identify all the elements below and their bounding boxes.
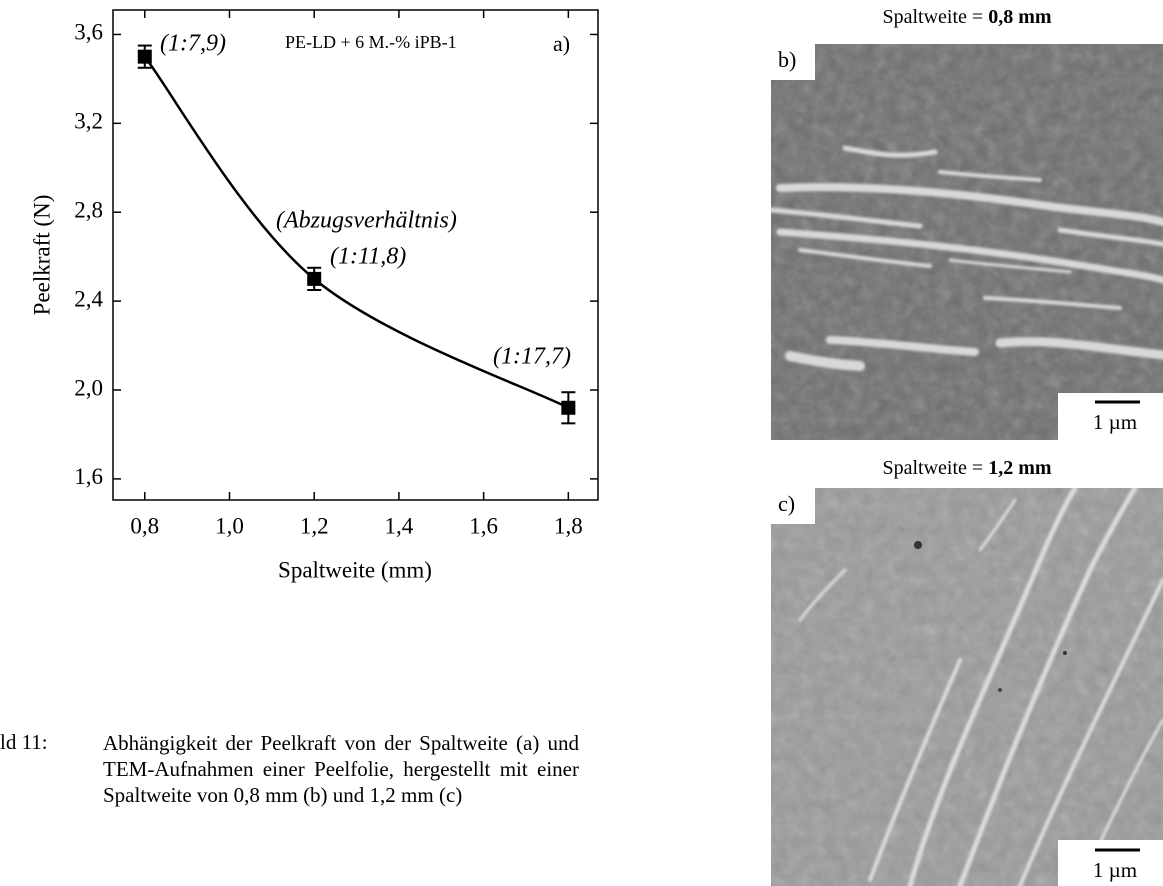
panel-title: Spaltweite = 1,2 mm	[882, 457, 1051, 479]
y-tick-label: 1,6	[74, 464, 103, 489]
panel-title: Spaltweite = 0,8 mm	[882, 6, 1051, 28]
panel-label-box	[771, 488, 815, 524]
annotation: a)	[553, 31, 570, 56]
annotation: PE-LD + 6 M.-% iPB-1	[285, 32, 457, 52]
panel-label: c)	[778, 491, 795, 516]
marker	[137, 49, 152, 64]
caption-number: ld 11:	[0, 730, 48, 754]
scale-label: 1 µm	[1093, 410, 1137, 434]
y-tick-label: 2,0	[74, 375, 103, 400]
y-tick-label: 2,4	[74, 286, 103, 311]
x-tick-label: 1,6	[469, 513, 498, 538]
caption-text: Abhängigkeit der Peelkraft von der Spalt…	[103, 731, 579, 807]
x-tick-label: 1,0	[215, 513, 244, 538]
panel-title-value: 0,8 mm	[988, 6, 1052, 28]
scale-label: 1 µm	[1093, 858, 1137, 882]
x-tick-label: 1,4	[385, 513, 414, 538]
panel-title-text: Spaltweite =	[882, 457, 983, 479]
y-axis-title: Peelkraft (N)	[29, 195, 54, 316]
panel-label: b)	[778, 47, 796, 72]
plot-frame	[112, 9, 599, 501]
tem-image	[771, 44, 1163, 440]
x-tick-label: 1,2	[300, 513, 329, 538]
x-tick-label: 0,8	[130, 513, 159, 538]
y-tick-label: 2,8	[74, 198, 103, 223]
annotation: (1:17,7)	[493, 344, 571, 370]
annotation: (1:11,8)	[330, 244, 406, 270]
scale-box	[1058, 840, 1163, 886]
x-tick-label: 1,8	[554, 513, 583, 538]
panel-label-box	[771, 44, 815, 80]
y-tick-label: 3,2	[74, 109, 103, 134]
y-tick-label: 3,6	[74, 20, 103, 45]
annotation: (1:7,9)	[160, 31, 226, 57]
panel-title-text: Spaltweite =	[882, 6, 983, 28]
x-axis-title: Spaltweite (mm)	[278, 557, 432, 582]
panel-title-value: 1,2 mm	[988, 457, 1052, 479]
marker	[561, 400, 576, 415]
tem-image	[771, 488, 1163, 886]
marker	[307, 271, 322, 286]
annotation: (Abzugsverhältnis)	[276, 208, 457, 234]
